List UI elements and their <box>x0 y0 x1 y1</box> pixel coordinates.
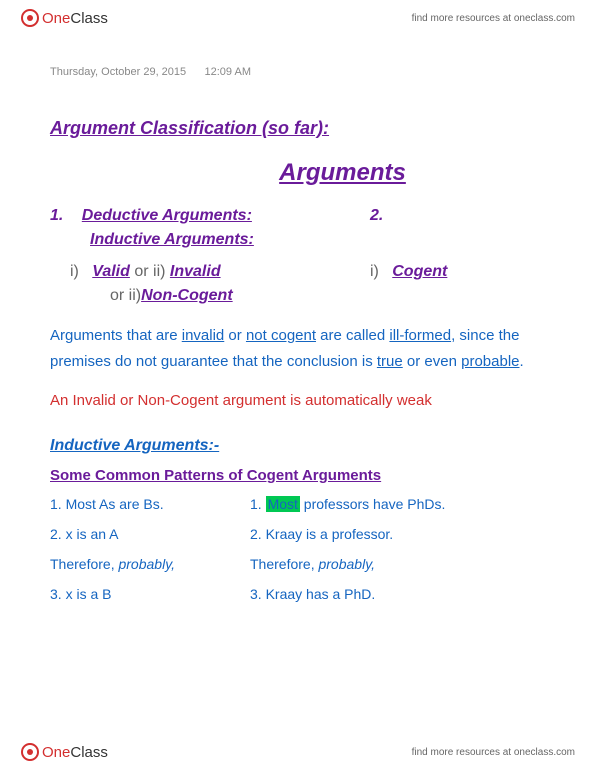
inductive-heading: Inductive Arguments: <box>90 231 254 249</box>
pattern-row-therefore: Therefore, probably, Therefore, probably… <box>50 556 555 572</box>
pattern-row-1: 1. Most As are Bs. 1. Most professors ha… <box>50 496 555 512</box>
datetime: Thursday, October 29, 2015 12:09 AM <box>50 66 555 78</box>
section-patterns: Some Common Patterns of Cogent Arguments <box>50 467 555 484</box>
title-classification: Argument Classification (so far): <box>50 118 555 139</box>
footer-logo: OneClass <box>20 742 108 762</box>
noncogent-label: Non-Cogent <box>141 287 233 305</box>
p1-t5: or even <box>403 353 461 370</box>
pr1a: 1. <box>250 496 266 512</box>
section-inductive: Inductive Arguments:- <box>50 437 555 455</box>
title-arguments: Arguments <box>130 159 555 187</box>
pattern-right-1: 1. Most professors have PhDs. <box>250 496 555 512</box>
pattern-left-3: 3. x is a B <box>50 586 250 602</box>
pattern-right-2: 2. Kraay is a professor. <box>250 526 555 542</box>
p1-u4: true <box>377 353 403 370</box>
or-ii-left: or ii) <box>134 263 170 280</box>
pattern-right-therefore: Therefore, probably, <box>250 556 555 572</box>
p1-t6: . <box>520 353 524 370</box>
page-header: OneClass find more resources at oneclass… <box>0 0 595 36</box>
footer-logo-icon <box>20 742 40 762</box>
footer-tagline: find more resources at oneclass.com <box>412 747 575 758</box>
header-tagline: find more resources at oneclass.com <box>412 13 575 24</box>
pattern-right-3: 3. Kraay has a PhD. <box>250 586 555 602</box>
p1-u2: not cogent <box>246 327 316 344</box>
p1-u5: probable <box>461 353 519 370</box>
list-number-2: 2. <box>370 207 383 224</box>
highlight-most: Most <box>266 496 300 512</box>
roman-i-left: i) <box>70 263 79 280</box>
inductive-row: Inductive Arguments: <box>50 231 555 249</box>
deductive-heading: Deductive Arguments: <box>82 207 252 224</box>
pr-therefore: Therefore, <box>250 556 318 572</box>
pattern-left-1: 1. Most As are Bs. <box>50 496 250 512</box>
p1-t1: Arguments that are <box>50 327 182 344</box>
footer-logo-text: OneClass <box>42 744 108 761</box>
document-content: Thursday, October 29, 2015 12:09 AM Argu… <box>0 36 595 626</box>
or-ii-2: or ii) <box>110 287 141 305</box>
valid-label: Valid <box>92 263 130 280</box>
p1-t3: are called <box>316 327 389 344</box>
time-text: 12:09 AM <box>205 66 251 78</box>
pr-probably: probably, <box>318 556 375 572</box>
date-text: Thursday, October 29, 2015 <box>50 66 186 78</box>
invalid-label: Invalid <box>170 263 221 280</box>
pattern-left-therefore: Therefore, probably, <box>50 556 250 572</box>
roman-i-right: i) <box>370 263 379 280</box>
pl-probably: probably, <box>118 556 175 572</box>
pattern-row-3: 3. x is a B 3. Kraay has a PhD. <box>50 586 555 602</box>
p1-t2: or <box>224 327 246 344</box>
logo-text: OneClass <box>42 10 108 27</box>
list-number-1: 1. <box>50 207 63 224</box>
pattern-left-2: 2. x is an A <box>50 526 250 542</box>
roman-row-2: or ii) Non-Cogent <box>110 287 555 305</box>
pattern-row-2: 2. x is an A 2. Kraay is a professor. <box>50 526 555 542</box>
p1-u1: invalid <box>182 327 225 344</box>
p1-u3: ill-formed <box>389 327 451 344</box>
pl-therefore: Therefore, <box>50 556 118 572</box>
pr1b: professors have PhDs. <box>300 496 446 512</box>
page-footer: OneClass find more resources at oneclass… <box>0 734 595 770</box>
paragraph-illformed: Arguments that are invalid or not cogent… <box>50 323 555 374</box>
red-statement: An Invalid or Non-Cogent argument is aut… <box>50 392 555 409</box>
types-row: 1. Deductive Arguments: 2. <box>50 207 555 225</box>
logo-icon <box>20 8 40 28</box>
logo: OneClass <box>20 8 108 28</box>
cogent-label: Cogent <box>392 263 447 280</box>
roman-row: i) Valid or ii) Invalid i) Cogent <box>70 263 555 281</box>
